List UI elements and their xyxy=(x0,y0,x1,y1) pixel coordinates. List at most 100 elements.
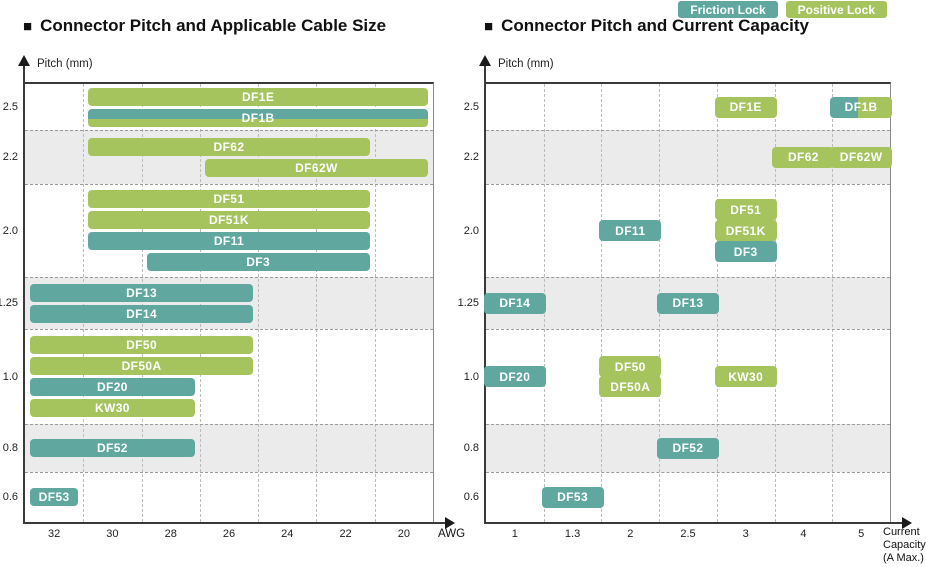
gridline-horizontal xyxy=(25,277,433,278)
badge-df53: DF53 xyxy=(541,486,604,508)
badge-df51k: DF51K xyxy=(714,220,777,241)
x-tick-30: 30 xyxy=(106,528,119,540)
pitch-tick-2.2: 2.2 xyxy=(463,151,479,163)
cable-size-plot: AWG 2.5 2.2 2.0 1.25 1.0 0.8 0.6 DF1E DF1B DF62 DF… xyxy=(0,55,465,540)
gridline-horizontal xyxy=(486,472,890,473)
pitch-tick-0.6: 0.6 xyxy=(2,491,18,503)
title-bullet-icon: ■ xyxy=(484,17,494,35)
badge-df50a: DF50A xyxy=(599,376,662,397)
x-tick-2: 2 xyxy=(627,528,634,540)
current-capacity-chart-title: ■ Connector Pitch and Current Capacity xyxy=(484,16,809,36)
gridline-vertical xyxy=(374,84,376,522)
current-capacity-chart: ■ Connector Pitch and Current Capacity P… xyxy=(458,0,926,567)
badge-df13: DF13 xyxy=(657,292,719,314)
badge-df51: DF51 xyxy=(714,199,777,220)
y-axis-line xyxy=(484,65,486,84)
gridline-horizontal xyxy=(486,130,890,131)
pitch-tick-0.6: 0.6 xyxy=(463,491,479,503)
badge-df11: DF11 xyxy=(599,220,662,241)
gridline-horizontal xyxy=(25,329,433,330)
current-capacity-plot: Current Capacity (A Max.) 2.5 2.2 2.0 1.25 1… xyxy=(458,55,926,564)
x-axis-arrow-icon xyxy=(902,517,912,529)
x-tick-1.3: 1.3 xyxy=(564,528,581,540)
bar-df20: DF20 xyxy=(30,378,195,396)
bar-df1b: DF1B xyxy=(88,108,428,127)
pitch-tick-2.5: 2.5 xyxy=(2,101,18,113)
bar-df52: DF52 xyxy=(30,439,195,457)
x-axis-line xyxy=(23,522,451,524)
pitch-tick-2.2: 2.2 xyxy=(2,151,18,163)
x-tick-32: 32 xyxy=(48,528,61,540)
badge-kw30: KW30 xyxy=(714,366,777,387)
badge-df62: DF62 xyxy=(772,146,835,168)
current-capacity-axis-unit: Current Capacity (A Max.) xyxy=(883,526,926,565)
gridline-vertical xyxy=(601,84,603,522)
current-capacity-title-text: Connector Pitch and Current Capacity xyxy=(501,16,809,35)
bar-df1e: DF1E xyxy=(88,87,428,106)
pitch-tick-1.25: 1.25 xyxy=(0,297,18,309)
x-tick-28: 28 xyxy=(164,528,177,540)
pitch-tick-2.0: 2.0 xyxy=(463,224,479,237)
bar-df51: DF51 xyxy=(88,190,370,208)
badge-df14: DF14 xyxy=(483,292,546,314)
badge-df62w: DF62W xyxy=(830,146,893,168)
x-tick-20: 20 xyxy=(397,528,410,540)
legend: Friction Lock Positive Lock xyxy=(678,1,887,18)
cable-size-chart: ■ Connector Pitch and Applicable Cable S… xyxy=(0,16,465,540)
x-axis-arrow-icon xyxy=(445,517,455,529)
x-tick-5: 5 xyxy=(858,528,865,540)
bar-df14: DF14 xyxy=(30,304,254,323)
legend-positive-lock-badge: Positive Lock xyxy=(785,1,887,18)
gridline-vertical xyxy=(832,84,834,522)
y-axis-arrow-icon xyxy=(18,55,30,66)
badge-df50: DF50 xyxy=(599,356,662,377)
badge-df1b: DF1B xyxy=(830,96,893,118)
pitch-tick-1.25: 1.25 xyxy=(457,297,479,309)
bar-df51k: DF51K xyxy=(88,211,370,229)
bar-df50a: DF50A xyxy=(30,357,254,375)
pitch-tick-1.0: 1.0 xyxy=(2,370,18,383)
gridline-horizontal xyxy=(486,184,890,185)
bar-df53: DF53 xyxy=(30,488,79,506)
pitch-tick-0.8: 0.8 xyxy=(463,442,479,454)
bar-kw30: KW30 xyxy=(30,399,195,417)
gridline-horizontal xyxy=(486,329,890,330)
pitch-band-1.0 xyxy=(486,329,890,424)
gridline-horizontal xyxy=(486,277,890,278)
bar-df62: DF62 xyxy=(88,137,370,156)
awg-axis-unit: AWG xyxy=(438,528,466,540)
axis-unit-line: Capacity xyxy=(883,539,926,551)
pitch-axis-title: Pitch (mm) xyxy=(498,58,554,70)
x-tick-24: 24 xyxy=(281,528,294,540)
cable-size-chart-title: ■ Connector Pitch and Applicable Cable S… xyxy=(23,16,386,36)
gridline-horizontal xyxy=(486,424,890,425)
legend-friction-lock-badge: Friction Lock xyxy=(678,1,778,18)
bar-df50: DF50 xyxy=(30,336,254,354)
bar-df3: DF3 xyxy=(146,253,370,271)
axis-unit-line: (A Max.) xyxy=(883,552,924,564)
x-tick-26: 26 xyxy=(222,528,236,540)
bar-df11: DF11 xyxy=(88,232,370,250)
pitch-tick-1.0: 1.0 xyxy=(463,370,479,383)
gridline-horizontal xyxy=(25,472,433,473)
y-axis-line xyxy=(23,65,25,84)
gridline-vertical xyxy=(141,84,143,522)
pitch-band-0.6 xyxy=(25,472,433,522)
x-tick-4: 4 xyxy=(800,528,807,540)
x-tick-1: 1 xyxy=(511,528,518,540)
badge-df3: DF3 xyxy=(714,241,777,262)
x-tick-3: 3 xyxy=(742,528,749,540)
pitch-tick-0.8: 0.8 xyxy=(2,442,18,454)
gridline-horizontal xyxy=(25,424,433,425)
pitch-tick-2.5: 2.5 xyxy=(463,101,479,113)
badge-df1e: DF1E xyxy=(714,96,777,118)
badge-df52: DF52 xyxy=(657,437,719,459)
bar-df62w: DF62W xyxy=(204,158,428,177)
cable-size-title-text: Connector Pitch and Applicable Cable Siz… xyxy=(40,16,387,35)
x-tick-22: 22 xyxy=(339,528,352,540)
gridline-vertical xyxy=(258,84,260,522)
axis-unit-line: Current xyxy=(883,526,920,538)
title-bullet-icon: ■ xyxy=(23,17,33,35)
pitch-tick-2.0: 2.0 xyxy=(2,224,18,237)
